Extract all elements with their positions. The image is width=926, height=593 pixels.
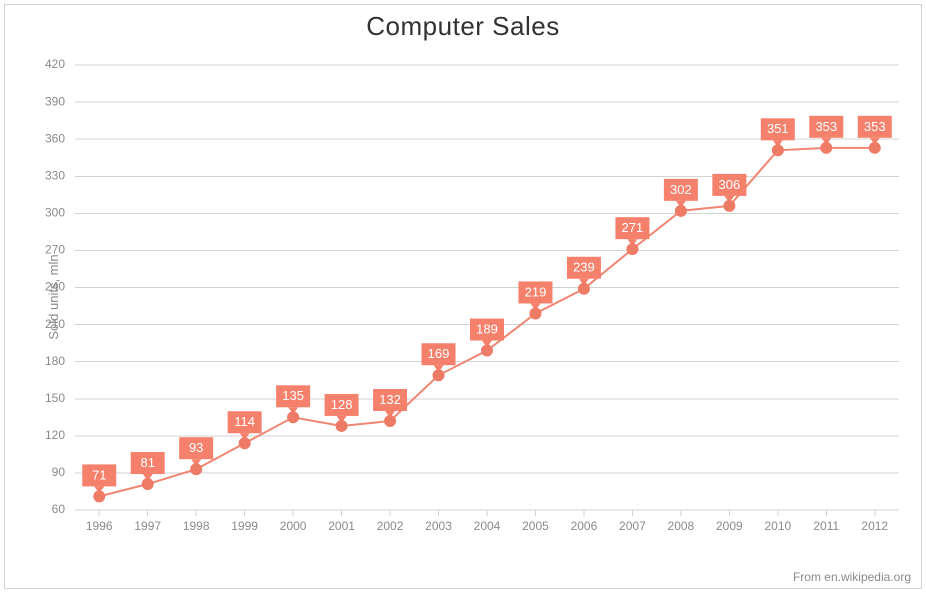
x-tick-label: 2002 bbox=[377, 519, 404, 533]
data-callout-label: 128 bbox=[331, 397, 353, 412]
data-marker bbox=[93, 490, 105, 502]
y-tick-label: 210 bbox=[45, 317, 65, 331]
chart-container: Computer Sales Sold units, mln 609012015… bbox=[0, 0, 926, 593]
data-marker bbox=[772, 144, 784, 156]
data-marker bbox=[239, 437, 251, 449]
y-tick-label: 330 bbox=[45, 168, 65, 182]
data-marker bbox=[481, 345, 493, 357]
y-tick-label: 270 bbox=[45, 243, 65, 257]
y-tick-label: 90 bbox=[52, 465, 66, 479]
y-tick-label: 240 bbox=[45, 280, 65, 294]
plot-area: 6090120150180210240270300330360390420199… bbox=[75, 55, 899, 538]
x-tick-label: 2000 bbox=[280, 519, 307, 533]
data-marker bbox=[384, 415, 396, 427]
chart-svg: 6090120150180210240270300330360390420199… bbox=[75, 55, 899, 538]
data-callout-label: 189 bbox=[476, 321, 498, 336]
data-callout-label: 135 bbox=[282, 388, 304, 403]
x-tick-label: 2003 bbox=[425, 519, 452, 533]
data-callout-label: 353 bbox=[864, 119, 886, 134]
data-callout-label: 132 bbox=[379, 392, 401, 407]
data-callout-label: 93 bbox=[189, 440, 203, 455]
y-tick-label: 60 bbox=[52, 502, 66, 516]
x-tick-label: 2011 bbox=[813, 519, 839, 533]
data-callout-label: 71 bbox=[92, 467, 106, 482]
x-tick-label: 1999 bbox=[231, 519, 258, 533]
data-callout-label: 306 bbox=[719, 177, 741, 192]
data-marker bbox=[675, 205, 687, 217]
data-callout-label: 271 bbox=[622, 220, 644, 235]
y-tick-label: 120 bbox=[45, 428, 65, 442]
x-tick-label: 2009 bbox=[716, 519, 743, 533]
data-marker bbox=[723, 200, 735, 212]
data-callout-label: 81 bbox=[140, 455, 154, 470]
chart-title: Computer Sales bbox=[5, 11, 921, 42]
data-marker bbox=[433, 369, 445, 381]
x-tick-label: 2010 bbox=[764, 519, 791, 533]
x-tick-label: 2012 bbox=[861, 519, 888, 533]
x-tick-label: 2006 bbox=[571, 519, 598, 533]
data-callout-label: 219 bbox=[525, 284, 547, 299]
data-marker bbox=[529, 307, 541, 319]
data-callout-label: 114 bbox=[234, 414, 255, 429]
y-tick-label: 180 bbox=[45, 354, 65, 368]
data-marker bbox=[869, 142, 881, 154]
data-callout-label: 239 bbox=[573, 260, 595, 275]
y-tick-label: 420 bbox=[45, 57, 65, 71]
data-marker bbox=[142, 478, 154, 490]
data-callout-label: 169 bbox=[428, 346, 450, 361]
data-callout-label: 302 bbox=[670, 182, 692, 197]
x-tick-label: 2004 bbox=[474, 519, 501, 533]
data-marker bbox=[626, 243, 638, 255]
data-callout-label: 351 bbox=[767, 121, 789, 136]
data-marker bbox=[578, 283, 590, 295]
data-callout-label: 353 bbox=[815, 119, 837, 134]
data-marker bbox=[336, 420, 348, 432]
attribution-text: From en.wikipedia.org bbox=[793, 570, 911, 584]
y-tick-label: 300 bbox=[45, 206, 65, 220]
x-tick-label: 2008 bbox=[668, 519, 695, 533]
data-marker bbox=[287, 411, 299, 423]
x-tick-label: 1996 bbox=[86, 519, 113, 533]
x-tick-label: 2001 bbox=[328, 519, 355, 533]
y-tick-label: 150 bbox=[45, 391, 65, 405]
data-marker bbox=[190, 463, 202, 475]
y-tick-label: 360 bbox=[45, 131, 65, 145]
chart-frame: Computer Sales Sold units, mln 609012015… bbox=[4, 4, 922, 589]
x-tick-label: 1997 bbox=[134, 519, 161, 533]
x-tick-label: 2005 bbox=[522, 519, 549, 533]
y-tick-label: 390 bbox=[45, 94, 65, 108]
x-tick-label: 1998 bbox=[183, 519, 210, 533]
data-marker bbox=[820, 142, 832, 154]
x-tick-label: 2007 bbox=[619, 519, 646, 533]
